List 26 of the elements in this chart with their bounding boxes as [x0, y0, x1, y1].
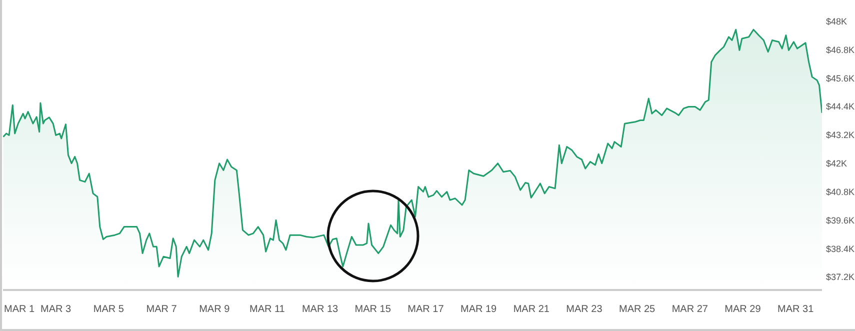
x-tick-label: MAR 29 — [724, 304, 762, 315]
y-tick-label: $44.4K — [826, 102, 855, 112]
y-tick-label: $42K — [826, 158, 848, 169]
x-tick-label: MAR 27 — [672, 304, 708, 315]
x-tick-label: MAR 31 — [778, 304, 814, 315]
x-tick-label: MAR 5 — [93, 304, 124, 315]
x-tick-label: MAR 7 — [146, 304, 178, 315]
y-tick-label: $40.8K — [826, 186, 855, 197]
x-tick-label: MAR 17 — [408, 304, 444, 315]
x-tick-label: MAR 15 — [354, 304, 392, 315]
x-tick-label: MAR 21 — [513, 304, 550, 315]
y-tick-label: $43.2K — [826, 130, 855, 140]
y-tick-label: $37.2K — [826, 272, 855, 282]
x-tick-label: MAR 25 — [619, 304, 656, 315]
x-tick-label: MAR 9 — [199, 304, 230, 315]
y-tick-label: $46.8K — [826, 44, 855, 55]
x-tick-label: MAR 3 — [40, 304, 72, 315]
x-tick-label: MAR 23 — [566, 304, 603, 315]
x-tick-label: MAR 19 — [460, 304, 498, 315]
y-tick-label: $38.4K — [826, 244, 855, 254]
y-tick-label: $39.6K — [826, 215, 855, 226]
x-tick-label: MAR 1 — [4, 304, 35, 315]
y-tick-label: $48K — [826, 16, 848, 26]
x-tick-label: MAR 13 — [302, 304, 339, 315]
y-tick-label: $45.6K — [826, 73, 855, 84]
x-tick-label: MAR 11 — [250, 304, 286, 315]
